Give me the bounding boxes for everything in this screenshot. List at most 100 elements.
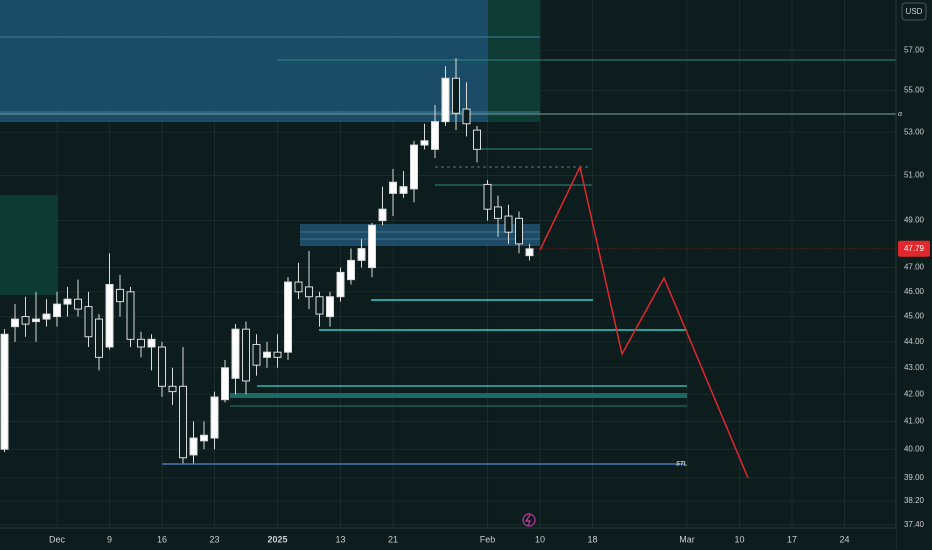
candle-body bbox=[116, 288, 125, 303]
candle-body bbox=[368, 224, 377, 269]
y-tick-label: 41.00 bbox=[904, 417, 925, 426]
zone bbox=[488, 0, 540, 122]
last-price-badge bbox=[898, 240, 930, 257]
candle-body bbox=[11, 318, 20, 328]
x-tick-label: 10 bbox=[734, 534, 744, 544]
x-tick-label: 2025 bbox=[267, 534, 287, 544]
y-tick-label: 46.00 bbox=[904, 287, 925, 296]
drawings bbox=[0, 0, 897, 527]
candle-body bbox=[389, 181, 398, 194]
y-tick-label: 37.40 bbox=[904, 520, 925, 529]
candle-body bbox=[32, 318, 41, 323]
candle-body bbox=[252, 343, 261, 366]
candle-body bbox=[336, 271, 345, 298]
last-price-label: 47.79 bbox=[904, 244, 925, 253]
candle-body bbox=[42, 313, 51, 320]
y-tick-label: 57.00 bbox=[904, 45, 925, 54]
candle-body bbox=[441, 77, 450, 123]
candle-body bbox=[473, 129, 482, 150]
x-tick-label: Feb bbox=[480, 534, 496, 544]
candle-body bbox=[525, 248, 534, 257]
candle-body bbox=[315, 296, 324, 315]
candle-body bbox=[137, 338, 146, 348]
candle-body bbox=[189, 437, 198, 456]
currency-label: USD bbox=[906, 7, 923, 16]
x-tick-label: Dec bbox=[49, 534, 66, 544]
candle-body bbox=[210, 396, 219, 439]
candle-body bbox=[147, 338, 156, 348]
supply-zone bbox=[0, 0, 488, 122]
x-tick-label: 18 bbox=[587, 534, 597, 544]
candle-body bbox=[305, 286, 314, 298]
x-tick-label: 9 bbox=[107, 534, 112, 544]
candle-body bbox=[504, 215, 513, 233]
candle-body bbox=[294, 281, 303, 293]
candle-body bbox=[168, 385, 177, 393]
candle-body bbox=[462, 108, 471, 125]
currency-button[interactable] bbox=[901, 2, 927, 21]
price-scale bbox=[896, 0, 932, 550]
candle-body bbox=[21, 316, 30, 325]
y-tick-label: 49.00 bbox=[904, 216, 925, 225]
candle-body bbox=[494, 206, 503, 219]
x-tick-label: 23 bbox=[210, 534, 220, 544]
y-tick-label: 45.00 bbox=[904, 312, 925, 321]
candle-body bbox=[63, 298, 72, 305]
candle-body bbox=[95, 318, 104, 358]
zone bbox=[230, 393, 687, 398]
axes: 57.00 55.00 53.00 51.00 49.00 47.00 46.00 45.00… bbox=[49, 45, 930, 544]
candle-body bbox=[431, 121, 440, 150]
candle-body bbox=[105, 283, 114, 348]
candle-body bbox=[378, 208, 387, 222]
x-tick-label: 24 bbox=[839, 534, 849, 544]
x-tick-label: 10 bbox=[535, 534, 545, 544]
candle-body bbox=[483, 183, 492, 210]
x-tick-label: Mar bbox=[679, 534, 695, 544]
y-tick-label: 43.00 bbox=[904, 363, 925, 372]
candle-body bbox=[126, 291, 135, 340]
candle-body bbox=[452, 77, 461, 114]
candle-body bbox=[347, 259, 356, 281]
x-tick-label: 13 bbox=[335, 534, 345, 544]
candle-body bbox=[84, 306, 93, 338]
y-tick-label: 47.00 bbox=[904, 263, 925, 272]
candle-body bbox=[242, 328, 251, 382]
candle-body bbox=[326, 296, 335, 318]
y-tick-label: 39.00 bbox=[904, 473, 925, 482]
candle-body bbox=[263, 351, 272, 358]
x-tick-label: 21 bbox=[388, 534, 398, 544]
x-tick-label: 16 bbox=[157, 534, 167, 544]
candle-body bbox=[410, 144, 419, 190]
y-tick-label: 42.00 bbox=[904, 389, 925, 398]
candles bbox=[0, 58, 534, 464]
projection-path bbox=[539, 164, 749, 479]
x-tick-label: 17 bbox=[787, 534, 797, 544]
alpha-marker: α bbox=[898, 111, 903, 118]
zone bbox=[300, 224, 540, 246]
candle-body bbox=[399, 186, 408, 194]
candle-body bbox=[357, 248, 366, 261]
annotation-label: STL bbox=[676, 462, 688, 468]
event-icon-bolt bbox=[524, 514, 531, 526]
candle-body bbox=[284, 281, 293, 353]
candle-body bbox=[179, 385, 188, 459]
candle-body bbox=[273, 351, 282, 358]
zone bbox=[0, 195, 58, 295]
y-tick-label: 55.00 bbox=[904, 86, 925, 95]
time-scale bbox=[0, 528, 896, 550]
candle-body bbox=[231, 328, 240, 379]
event-icon[interactable] bbox=[522, 513, 536, 527]
candle-body bbox=[53, 303, 62, 318]
candle-body bbox=[0, 333, 9, 450]
y-tick-label: 44.00 bbox=[904, 337, 925, 346]
candle-body bbox=[74, 298, 83, 310]
candle-body bbox=[200, 434, 209, 442]
candle-body bbox=[221, 367, 230, 401]
candle-body bbox=[515, 217, 524, 245]
candle-body bbox=[158, 346, 167, 387]
candle-body bbox=[420, 140, 429, 146]
y-tick-label: 40.00 bbox=[904, 444, 925, 453]
y-tick-label: 51.00 bbox=[904, 171, 925, 180]
